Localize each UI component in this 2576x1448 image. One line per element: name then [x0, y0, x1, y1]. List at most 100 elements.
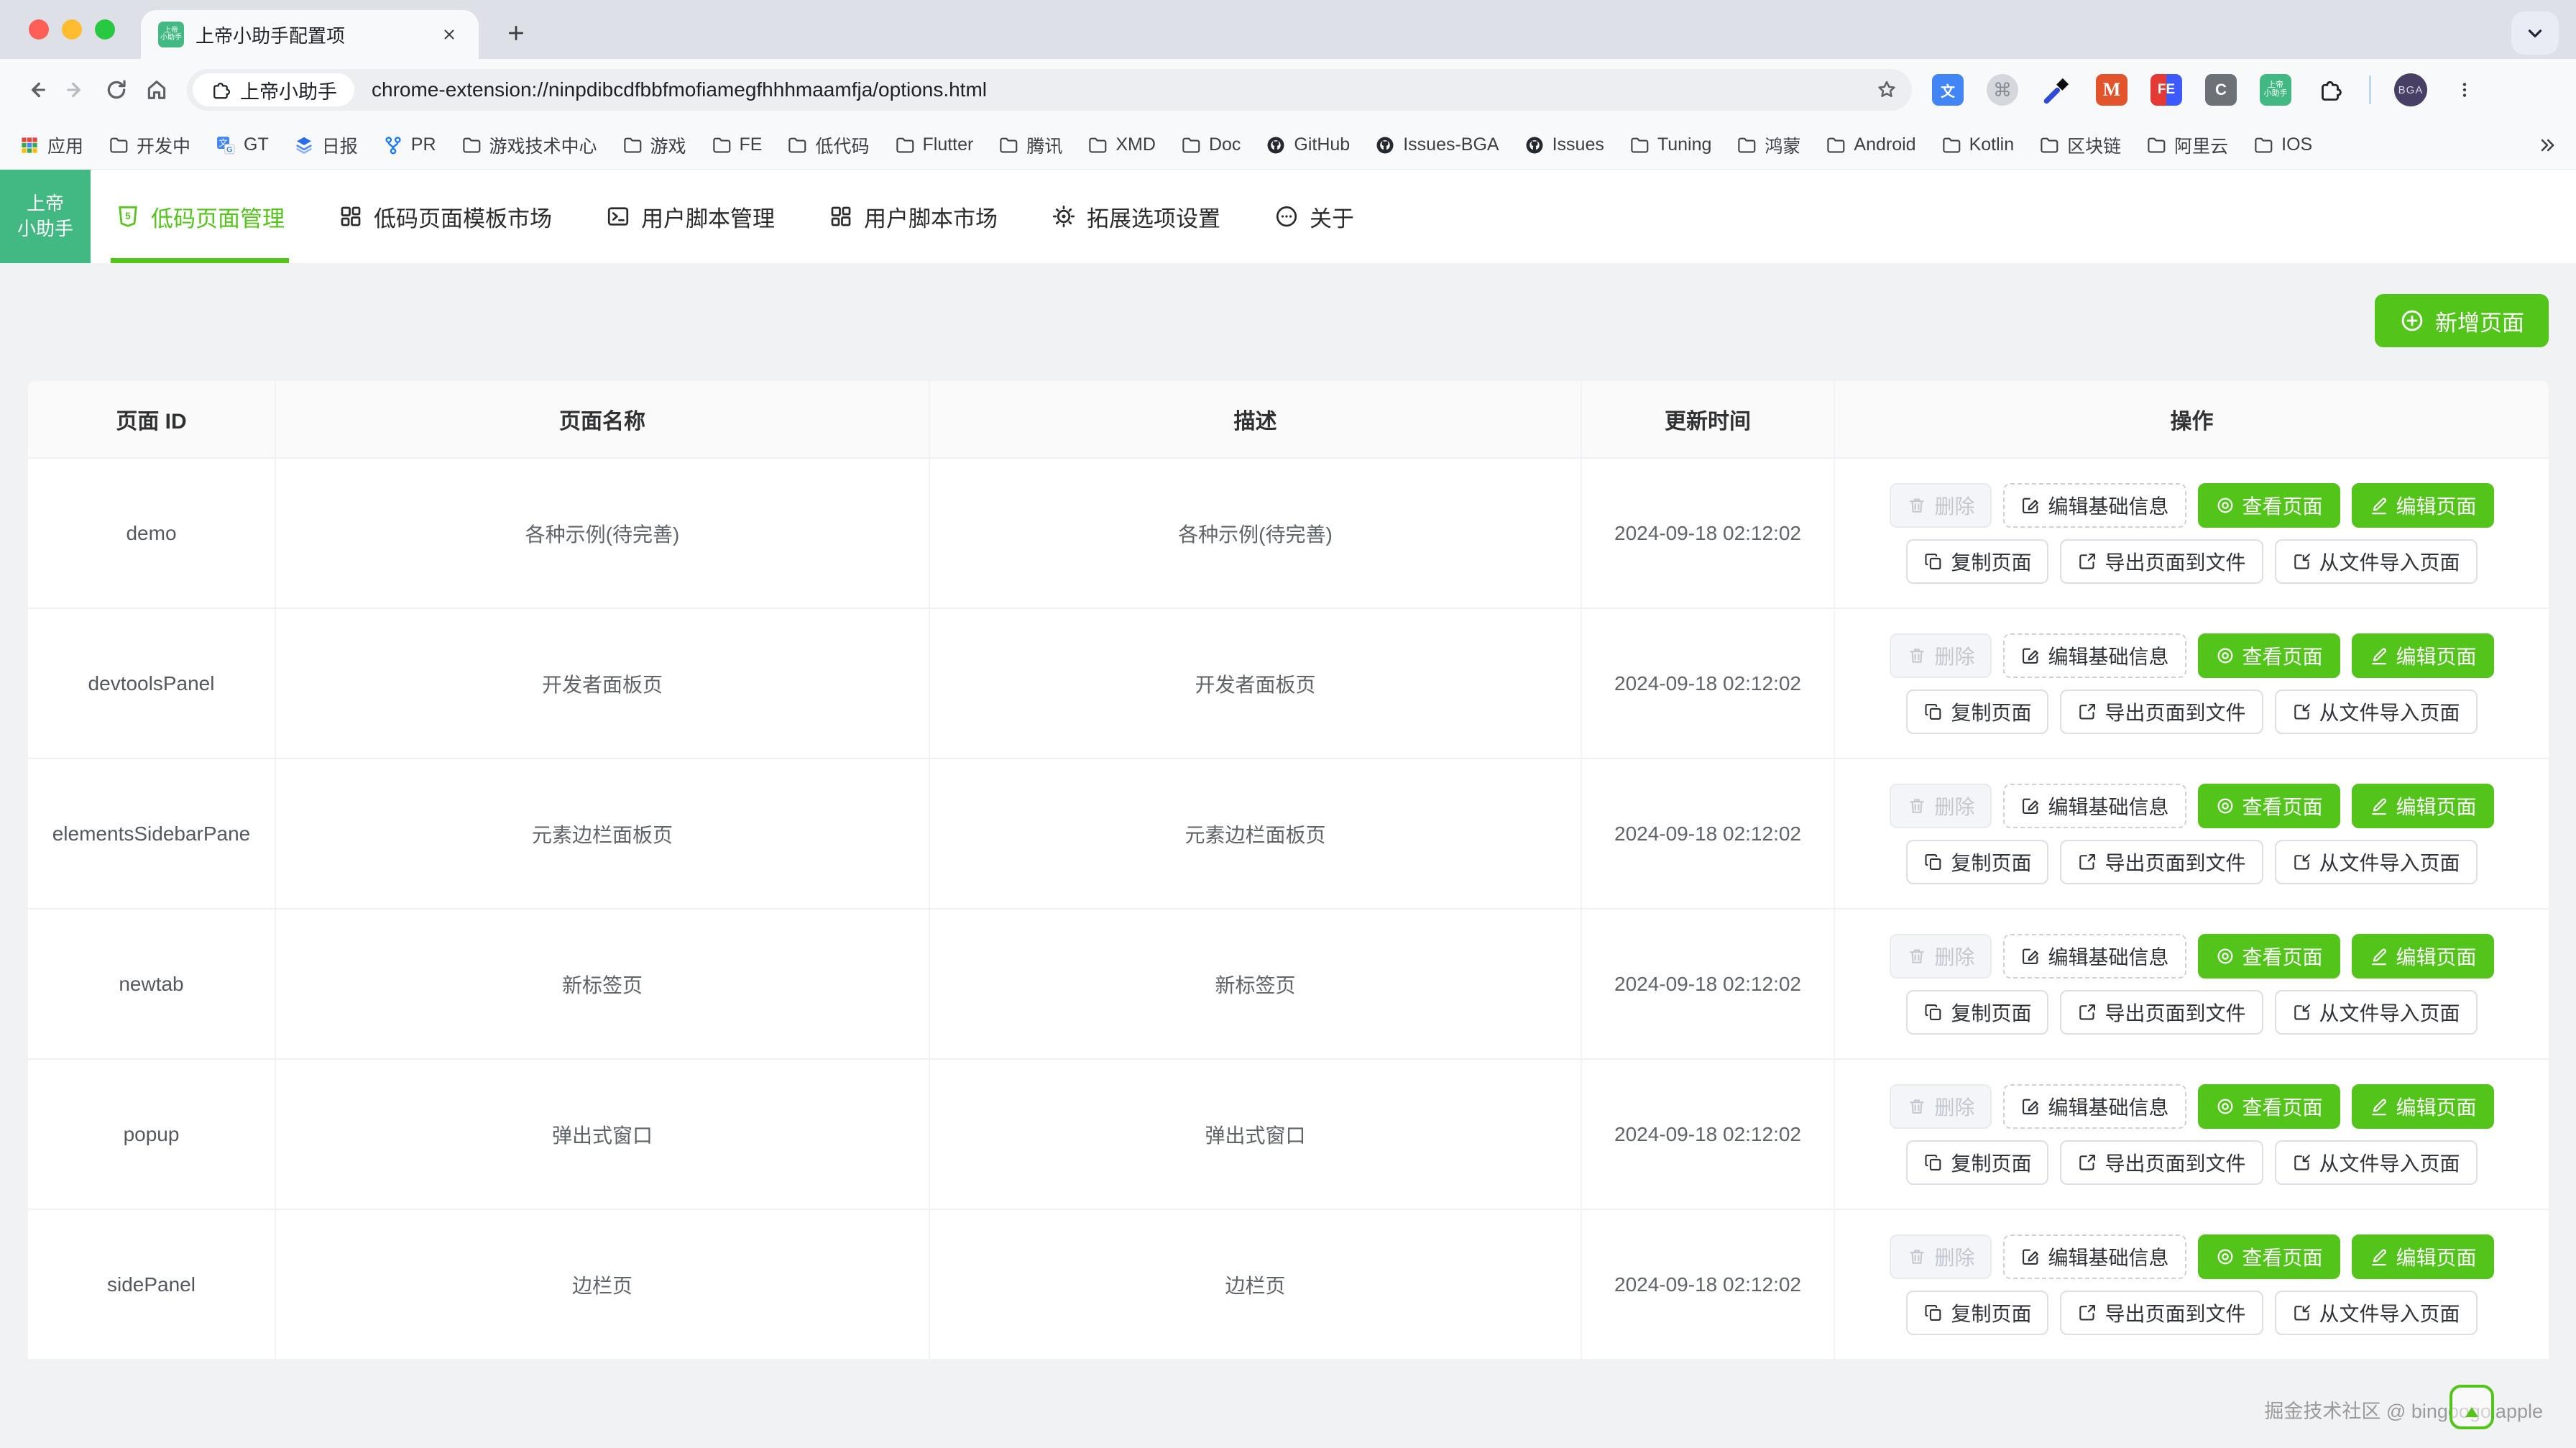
edit-info-button[interactable]: 编辑基础信息 — [2003, 1083, 2186, 1129]
tab-lowcode-page-management[interactable]: 5 低码页面管理 — [111, 170, 289, 263]
view-page-button[interactable]: 查看页面 — [2197, 1083, 2340, 1129]
copy-page-button[interactable]: 复制页面 — [1906, 539, 2049, 584]
edit-info-button[interactable]: 编辑基础信息 — [2003, 933, 2186, 979]
bookmark-item[interactable]: 应用 — [19, 132, 83, 158]
bookmarks-overflow-icon[interactable] — [2537, 135, 2557, 155]
bookmark-item[interactable]: Flutter — [894, 134, 973, 156]
trash-icon — [1910, 649, 1925, 663]
edit-page-button[interactable]: 编辑页面 — [2351, 482, 2494, 528]
bookmark-item[interactable]: 腾讯 — [998, 132, 1062, 158]
profile-avatar[interactable]: BGA — [2394, 73, 2427, 106]
view-page-button[interactable]: 查看页面 — [2197, 783, 2340, 828]
back-icon[interactable] — [16, 70, 56, 110]
edit-info-button[interactable]: 编辑基础信息 — [2003, 1234, 2186, 1279]
copy-icon — [1925, 553, 1941, 569]
export-page-button[interactable]: 导出页面到文件 — [2060, 689, 2263, 734]
bookmark-item[interactable]: 开发中 — [108, 132, 190, 158]
bookmark-item[interactable]: 游戏技术中心 — [461, 132, 597, 158]
bookmark-item[interactable]: PR — [382, 134, 436, 156]
edit-page-button[interactable]: 编辑页面 — [2351, 1083, 2494, 1129]
c-extension-icon[interactable]: C — [2205, 74, 2237, 106]
extension-site-chip[interactable]: 上帝小助手 — [193, 73, 354, 106]
bookmark-item[interactable]: GitHub — [1265, 134, 1350, 156]
tab-lowcode-template-market[interactable]: 低码页面模板市场 — [338, 170, 552, 263]
view-page-button[interactable]: 查看页面 — [2197, 482, 2340, 528]
copy-page-button[interactable]: 复制页面 — [1906, 689, 2049, 734]
tab-userscript-market[interactable]: 用户脚本市场 — [828, 170, 998, 263]
copy-page-button[interactable]: 复制页面 — [1906, 1290, 2049, 1335]
browser-tab[interactable]: 上帝 小助手 上帝小助手配置项 — [141, 10, 479, 59]
bookmark-item[interactable]: Issues — [1524, 134, 1604, 156]
edit-info-button[interactable]: 编辑基础信息 — [2003, 633, 2186, 678]
bookmark-item[interactable]: 鸿蒙 — [1736, 132, 1800, 158]
chrome-menu-icon[interactable] — [2450, 73, 2479, 106]
close-window-button[interactable] — [29, 19, 49, 40]
reload-icon[interactable] — [96, 70, 137, 110]
export-page-button[interactable]: 导出页面到文件 — [2060, 989, 2263, 1035]
eyedropper-icon[interactable] — [2041, 74, 2073, 106]
bookmark-star-icon[interactable] — [1870, 73, 1903, 106]
assistant-extension-icon[interactable]: 上帝 小助手 — [2260, 74, 2291, 106]
bookmark-item[interactable]: 游戏 — [622, 132, 686, 158]
bookmark-item[interactable]: Issues-BGA — [1374, 134, 1499, 156]
copy-page-button[interactable]: 复制页面 — [1906, 839, 2049, 884]
import-page-button[interactable]: 从文件导入页面 — [2274, 1140, 2478, 1185]
command-extension-icon[interactable]: ⌘ — [1987, 74, 2018, 106]
fe-extension-icon[interactable]: FE — [2150, 74, 2182, 106]
floating-widget[interactable] — [2450, 1385, 2494, 1429]
bookmark-item[interactable]: Tuning — [1629, 134, 1711, 156]
grid-icon — [831, 206, 851, 226]
tab-search-chevron-icon[interactable] — [2511, 12, 2559, 55]
edit-info-button[interactable]: 编辑基础信息 — [2003, 783, 2186, 828]
home-icon[interactable] — [137, 70, 177, 110]
bookmark-item[interactable]: 阿里云 — [2145, 132, 2228, 158]
import-page-button[interactable]: 从文件导入页面 — [2274, 839, 2478, 884]
address-bar[interactable]: 上帝小助手 chrome-extension://ninpdibcdfbbfmo… — [187, 69, 1912, 111]
cell-page-name: 开发者面板页 — [276, 609, 930, 758]
view-page-button[interactable]: 查看页面 — [2197, 633, 2340, 678]
view-page-button[interactable]: 查看页面 — [2197, 1234, 2340, 1279]
export-page-button[interactable]: 导出页面到文件 — [2060, 539, 2263, 584]
edit-info-button[interactable]: 编辑基础信息 — [2003, 482, 2186, 528]
tab-close-icon[interactable] — [437, 22, 461, 47]
tab-about[interactable]: 关于 — [1274, 170, 1354, 263]
copy-page-button[interactable]: 复制页面 — [1906, 989, 2049, 1035]
url-text[interactable]: chrome-extension://ninpdibcdfbbfmofiameg… — [372, 78, 988, 101]
extensions-puzzle-icon[interactable] — [2314, 74, 2346, 106]
bookmark-item[interactable]: FE — [711, 134, 762, 156]
browser-toolbar: 上帝小助手 chrome-extension://ninpdibcdfbbfmo… — [0, 59, 2576, 121]
copy-page-button[interactable]: 复制页面 — [1906, 1140, 2049, 1185]
new-tab-button[interactable] — [500, 17, 532, 49]
edit-page-button[interactable]: 编辑页面 — [2351, 933, 2494, 979]
edit-page-button[interactable]: 编辑页面 — [2351, 633, 2494, 678]
cell-updated: 2024-09-18 02:12:02 — [1582, 1210, 1835, 1359]
bookmark-item[interactable]: Android — [1825, 134, 1916, 156]
medium-extension-icon[interactable]: M — [2096, 74, 2128, 106]
tab-extension-settings[interactable]: 拓展选项设置 — [1051, 170, 1220, 263]
edit-page-button[interactable]: 编辑页面 — [2351, 783, 2494, 828]
app-logo: 上帝 小助手 — [0, 170, 91, 263]
import-page-button[interactable]: 从文件导入页面 — [2274, 989, 2478, 1035]
bookmark-item[interactable]: 低代码 — [786, 132, 870, 158]
export-page-button[interactable]: 导出页面到文件 — [2060, 1290, 2263, 1335]
pen-icon — [2371, 1098, 2386, 1115]
bookmark-item[interactable]: Doc — [1180, 134, 1241, 156]
zoom-window-button[interactable] — [95, 19, 115, 40]
add-page-button[interactable]: 新增页面 — [2375, 294, 2549, 347]
minimize-window-button[interactable] — [62, 19, 82, 40]
import-page-button[interactable]: 从文件导入页面 — [2274, 539, 2478, 584]
bookmark-item[interactable]: XMD — [1087, 134, 1156, 156]
export-page-button[interactable]: 导出页面到文件 — [2060, 839, 2263, 884]
google-translate-icon[interactable]: 文 — [1932, 74, 1964, 106]
edit-page-button[interactable]: 编辑页面 — [2351, 1234, 2494, 1279]
tab-userscript-management[interactable]: 用户脚本管理 — [605, 170, 775, 263]
import-page-button[interactable]: 从文件导入页面 — [2274, 1290, 2478, 1335]
bookmark-item[interactable]: Kotlin — [1941, 134, 2014, 156]
bookmark-item[interactable]: 区块链 — [2038, 132, 2121, 158]
export-page-button[interactable]: 导出页面到文件 — [2060, 1140, 2263, 1185]
bookmark-item[interactable]: IOS — [2253, 134, 2312, 156]
bookmark-item[interactable]: 日报 — [293, 132, 358, 158]
view-page-button[interactable]: 查看页面 — [2197, 933, 2340, 979]
import-page-button[interactable]: 从文件导入页面 — [2274, 689, 2478, 734]
